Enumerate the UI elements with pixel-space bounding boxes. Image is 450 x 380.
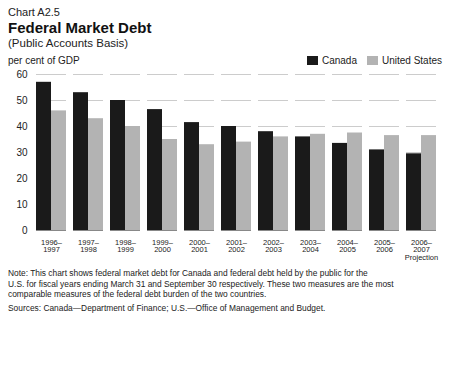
html-text:United States: United States bbox=[382, 55, 442, 66]
svg-text:1998–1999: 1998–1999 bbox=[115, 238, 137, 255]
html-text:U.S. for fiscal years ending M: U.S. for fiscal years ending March 31 an… bbox=[8, 278, 394, 289]
svg-text:20: 20 bbox=[16, 173, 28, 184]
svg-text:0: 0 bbox=[22, 225, 28, 236]
svg-text:1996–1997: 1996–1997 bbox=[41, 238, 63, 255]
svg-text:30: 30 bbox=[16, 147, 28, 158]
svg-text:10: 10 bbox=[16, 199, 28, 210]
svg-text:60: 60 bbox=[16, 69, 28, 80]
svg-text:1999–2000: 1999–2000 bbox=[152, 238, 174, 255]
html-text:comparable measures of the fed: comparable measures of the federal debt … bbox=[8, 289, 267, 299]
svg-text:40: 40 bbox=[16, 121, 28, 132]
html-text:Chart A2.5: Chart A2.5 bbox=[8, 6, 60, 18]
html-text:per cent of GDP: per cent of GDP bbox=[8, 55, 80, 66]
svg-text:2000–2001: 2000–2001 bbox=[189, 238, 211, 255]
svg-text:1997–1998: 1997–1998 bbox=[78, 238, 100, 255]
svg-text:2005–2006: 2005–2006 bbox=[374, 238, 396, 255]
svg-text:50: 50 bbox=[16, 95, 28, 106]
html-text:(Public Accounts Basis): (Public Accounts Basis) bbox=[8, 37, 129, 49]
svg-text:2002–2003: 2002–2003 bbox=[263, 238, 285, 255]
svg-text:2004–2005: 2004–2005 bbox=[337, 238, 359, 255]
html-text:Note: This chart shows federal: Note: This chart shows federal market de… bbox=[8, 268, 368, 278]
html-text:Federal Market Debt: Federal Market Debt bbox=[8, 19, 152, 36]
svg-text:2006–2007Projection: 2006–2007Projection bbox=[405, 238, 438, 262]
html-text:Sources: Canada—Department of: Sources: Canada—Department of Finance; U… bbox=[8, 302, 326, 313]
svg-text:2003–2004: 2003–2004 bbox=[300, 238, 322, 255]
svg-text:2001–2002: 2001–2002 bbox=[226, 238, 248, 255]
html-text:Canada: Canada bbox=[321, 55, 357, 66]
